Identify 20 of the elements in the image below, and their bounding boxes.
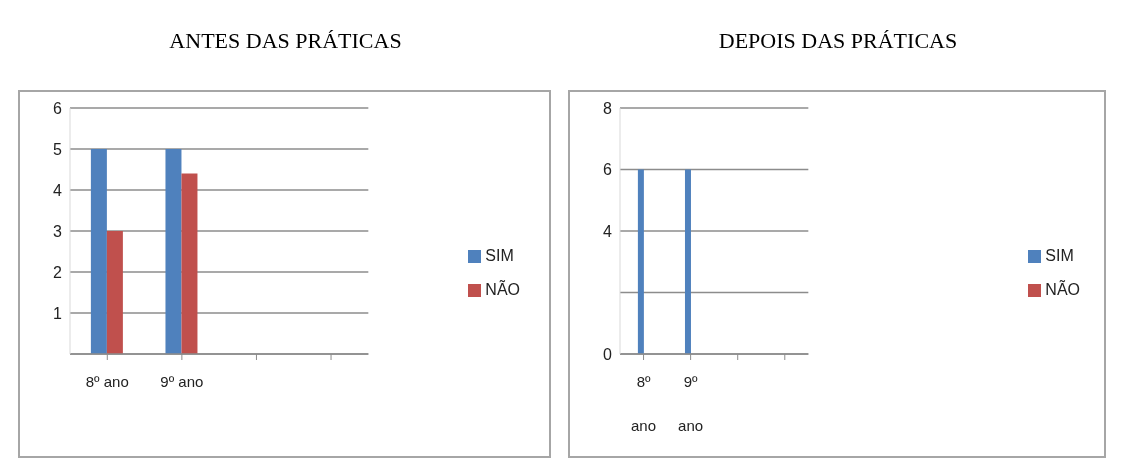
y-tick-label: 2 [53, 263, 63, 281]
y-tick-label: 4 [603, 222, 613, 240]
bar [90, 149, 107, 354]
y-tick-label: 6 [53, 99, 63, 117]
y-tick-label: 0 [603, 345, 613, 363]
legend-label: NÃO [1045, 281, 1080, 298]
bar [106, 231, 123, 354]
bar [165, 149, 182, 354]
legend-label: SIM [485, 247, 514, 264]
legend-label: SIM [1045, 247, 1074, 264]
chart-title: ANTES DAS PRÁTICAS [168, 28, 403, 54]
y-tick-label: 1 [53, 304, 63, 322]
y-tick-label: 4 [53, 181, 63, 199]
y-tick-label: 6 [603, 161, 613, 179]
y-tick-label: 8 [603, 99, 613, 117]
y-tick-label: 3 [53, 222, 63, 240]
chart-title: DEPOIS DAS PRÁTICAS [717, 28, 959, 54]
bar [181, 173, 198, 354]
y-tick-label: 5 [53, 140, 63, 158]
legend-label: NÃO [485, 281, 520, 298]
